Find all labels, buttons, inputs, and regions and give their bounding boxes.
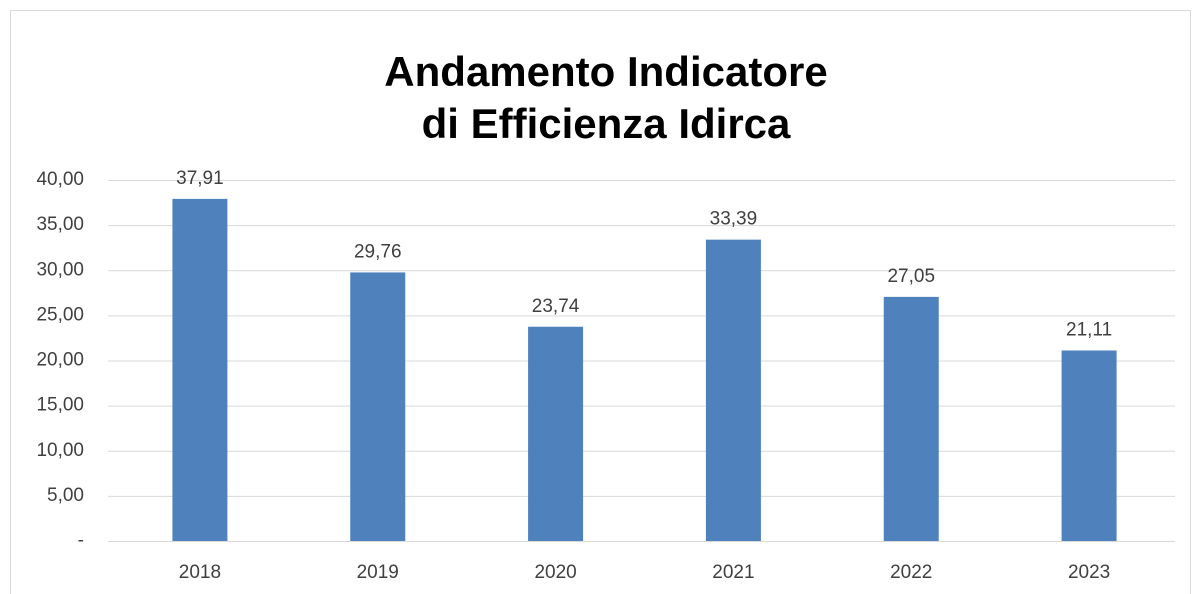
data-label: 29,76 <box>354 241 402 262</box>
y-tick-label: 15,00 <box>36 395 84 416</box>
bar <box>528 326 584 541</box>
data-label: 33,39 <box>710 209 758 230</box>
y-tick-label: - <box>78 530 84 551</box>
y-tick-label: 5,00 <box>47 485 84 506</box>
chart-title: Andamento Indicatore <box>384 48 827 95</box>
chart-title: di Efficienza Idirca <box>422 100 791 147</box>
bar <box>883 296 939 541</box>
x-tick-label: 2023 <box>1068 562 1110 583</box>
y-tick-label: 10,00 <box>36 440 84 461</box>
bar <box>705 239 761 541</box>
data-label: 37,91 <box>176 168 224 189</box>
x-tick-label: 2021 <box>712 562 754 583</box>
x-tick-label: 2019 <box>357 562 399 583</box>
bar <box>172 198 228 541</box>
bar <box>1061 350 1117 541</box>
bar <box>350 272 406 541</box>
x-tick-label: 2018 <box>179 562 221 583</box>
y-tick-label: 20,00 <box>36 350 84 371</box>
data-label: 21,11 <box>1066 319 1112 340</box>
y-tick-label: 30,00 <box>36 259 84 280</box>
data-label: 23,74 <box>532 296 580 317</box>
y-tick-label: 40,00 <box>36 169 84 190</box>
y-tick-label: 25,00 <box>36 304 84 325</box>
data-label: 27,05 <box>887 266 935 287</box>
x-tick-label: 2020 <box>534 562 576 583</box>
y-tick-label: 35,00 <box>36 214 84 235</box>
x-tick-label: 2022 <box>890 562 932 583</box>
chart-border <box>10 10 1191 594</box>
